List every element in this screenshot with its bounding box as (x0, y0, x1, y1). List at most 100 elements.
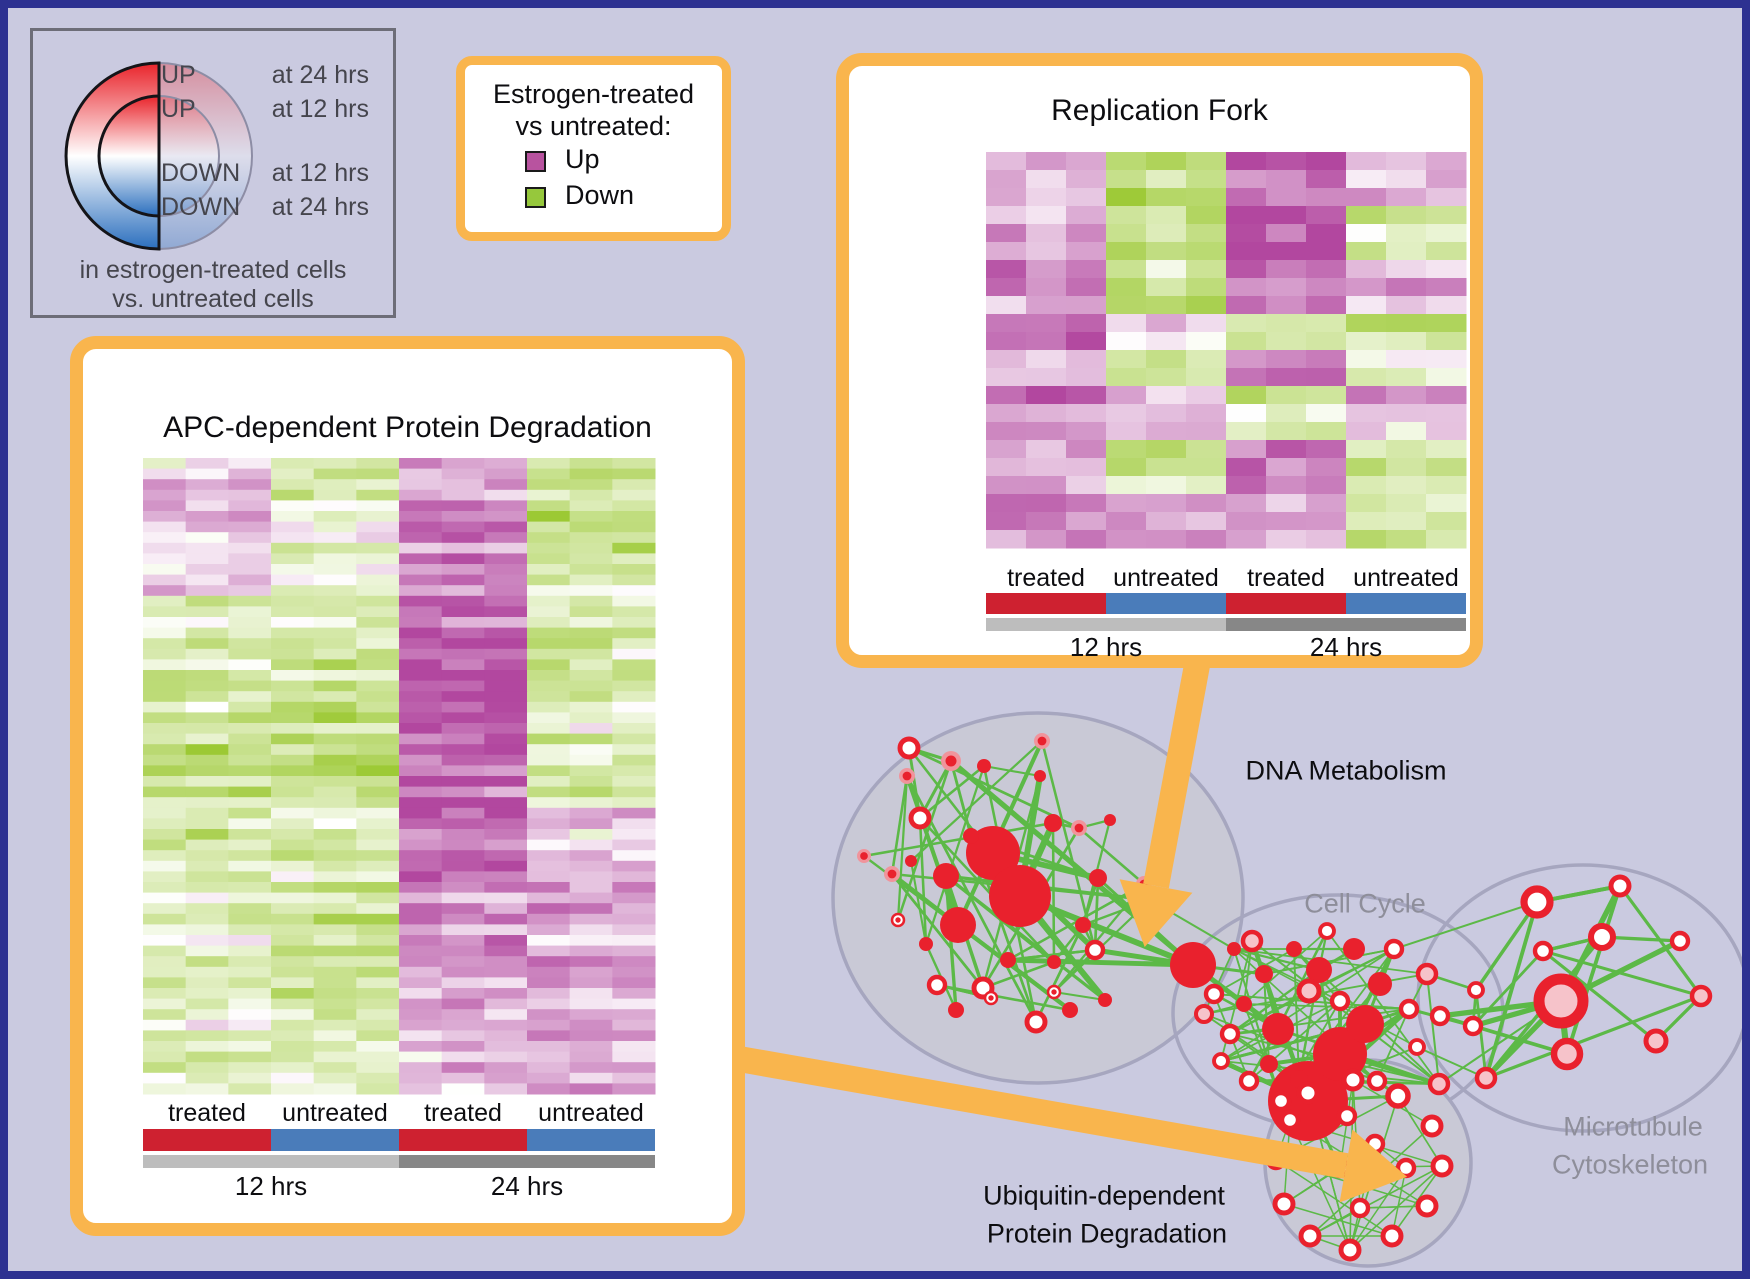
heatmap-cell (143, 585, 187, 597)
heatmap-cell (1346, 260, 1387, 279)
heatmap-cell (1066, 188, 1107, 207)
heatmap-cell (1306, 440, 1347, 459)
heatmap-cell (356, 850, 400, 862)
heatmap-cell (271, 754, 315, 766)
network-edge (1474, 900, 1539, 992)
heatmap-cell (185, 638, 229, 650)
heatmap-cell (569, 1030, 613, 1042)
heatmap-cell (1186, 332, 1227, 351)
heatmap-cell (1426, 314, 1467, 333)
heatmap-cell (228, 553, 272, 565)
heatmap-cell (527, 765, 571, 777)
heatmap-cell (527, 627, 571, 639)
heatmap-cell (484, 839, 528, 851)
heatmap-cell (1266, 170, 1307, 189)
heatmap-cell (1306, 458, 1347, 477)
heatmap-cell (1146, 314, 1187, 333)
heatmap-cell (271, 903, 315, 915)
ring-legend-time: at 24 hrs (271, 61, 369, 89)
heatmap-cell (228, 850, 272, 862)
heatmap-cell (1026, 152, 1067, 171)
heatmap-cell (185, 744, 229, 756)
network-edge (890, 775, 909, 875)
heatmap-cell (185, 712, 229, 724)
gene-node-ring-white (1024, 1010, 1048, 1034)
heatmap-cell (143, 670, 187, 682)
heatmap-cell (228, 786, 272, 798)
heatmap-cell (612, 606, 656, 618)
heatmap-cell (1346, 404, 1387, 423)
heatmap-cell (1306, 530, 1347, 549)
arrow-replication-fork-to-dna-head (1119, 879, 1193, 947)
heatmap-cell (1066, 368, 1107, 387)
heatmap-cell (228, 776, 272, 788)
heatmap-cell (271, 966, 315, 978)
heatmap-cell (1106, 404, 1147, 423)
heatmap-cell (399, 882, 443, 894)
heatmap-cell (612, 776, 656, 788)
heatmap-cell (185, 807, 229, 819)
heatmap-cell (185, 935, 229, 947)
up-color-swatch (525, 151, 546, 172)
heatmap-cell (271, 998, 315, 1010)
heatmap-cell (1146, 170, 1187, 189)
heatmap-cell (228, 829, 272, 841)
heatmap-cell (143, 860, 187, 872)
heatmap-cell (527, 807, 571, 819)
heatmap-cell (612, 935, 656, 947)
heatmap-cell (356, 712, 400, 724)
gene-node-dot-core (988, 995, 994, 1001)
heatmap-cell (986, 188, 1027, 207)
heatmap-cell (228, 1030, 272, 1042)
heatmap-cell (356, 489, 400, 501)
heatmap-cell (527, 701, 571, 713)
heatmap-cell (313, 786, 357, 798)
gene-node-ring-white (1467, 981, 1485, 999)
heatmap-cell (271, 797, 315, 809)
heatmap-cell (1226, 278, 1267, 297)
heatmap-cell (399, 966, 443, 978)
heatmap-cell (1306, 512, 1347, 531)
gene-node-ring-white (1212, 1052, 1230, 1070)
heatmap-cell (1146, 260, 1187, 279)
heatmap-cell (271, 458, 315, 470)
ring-legend-time: at 12 hrs (271, 95, 369, 123)
heatmap-cell (569, 988, 613, 1000)
heatmap-cell (228, 860, 272, 872)
heatmap-cell (441, 1041, 485, 1053)
heatmap-cell (569, 1083, 613, 1095)
heatmap-cell (569, 797, 613, 809)
heatmap-cell (527, 500, 571, 512)
heatmap-cell (185, 1072, 229, 1084)
heatmap-cell (1106, 296, 1147, 315)
heatmap-cell (1426, 476, 1467, 495)
heatmap-cell (986, 512, 1027, 531)
heatmap-cell (612, 765, 656, 777)
heatmap-cell (185, 966, 229, 978)
heatmap-cell (1026, 386, 1067, 405)
heatmap-cell (1306, 314, 1347, 333)
heatmap-cell (228, 1041, 272, 1053)
heatmap-cell (1106, 512, 1147, 531)
network-edge (918, 817, 928, 945)
heatmap-cell (356, 998, 400, 1010)
heatmap-cell (313, 1041, 357, 1053)
heatmap-cell (1066, 170, 1107, 189)
heatmap-cell (356, 659, 400, 671)
heatmap-cell (1386, 278, 1427, 297)
heatmap-cell (271, 871, 315, 883)
heatmap-cell (143, 542, 187, 554)
gene-node-dot-core (1051, 989, 1057, 995)
concentric-rings-glyph (64, 61, 253, 251)
heatmap-cell (527, 998, 571, 1010)
heatmap-cell (143, 638, 187, 650)
gene-node-ring-pink (1415, 962, 1439, 986)
heatmap-cell (399, 468, 443, 480)
network-edge (896, 760, 953, 921)
heatmap-cell (441, 574, 485, 586)
heatmap-cell (1266, 440, 1307, 459)
heatmap-cell (569, 1072, 613, 1084)
heatmap-cell (1346, 170, 1387, 189)
heatmap-cell (185, 797, 229, 809)
heatmap-cell (612, 892, 656, 904)
